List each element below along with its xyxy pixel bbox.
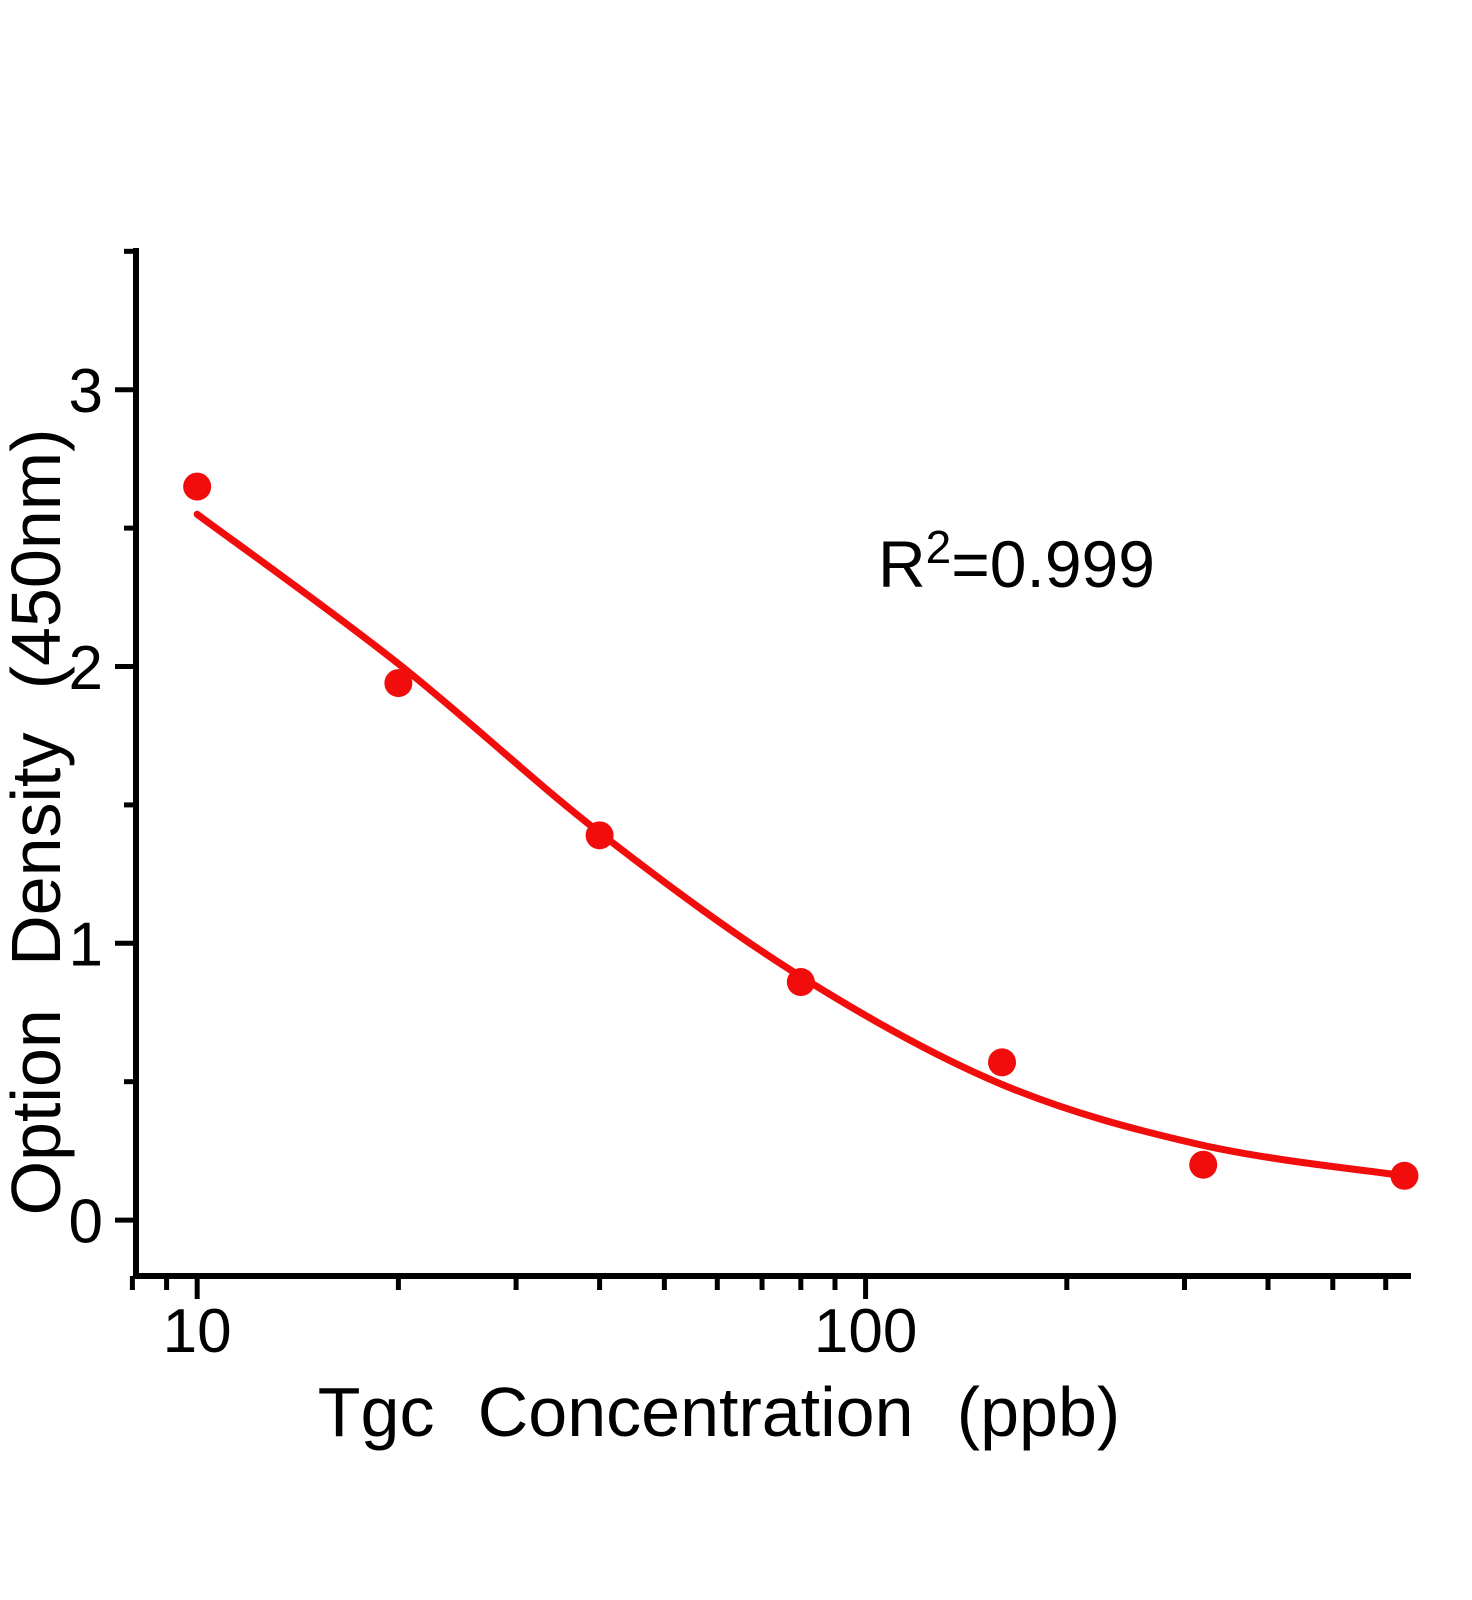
data-point <box>988 1048 1017 1077</box>
y-tick-label: 3 <box>69 357 103 426</box>
y-tick-label: 0 <box>69 1187 103 1256</box>
x-axis-label: Tgc Concentration (ppb) <box>317 1373 1121 1451</box>
y-axis-label: Option Density (450nm) <box>0 428 75 1216</box>
fit-curve <box>193 510 1408 1180</box>
y-tick-label: 2 <box>69 634 103 703</box>
r-squared-value: =0.999 <box>951 527 1155 601</box>
r-squared-superscript: 2 <box>925 521 952 573</box>
r-squared-base: R <box>878 527 926 601</box>
y-tick-label: 1 <box>69 911 103 980</box>
x-tick-label: 10 <box>163 1297 232 1366</box>
data-point <box>183 472 212 501</box>
r-squared-annotation: R2=0.999 <box>878 520 1155 602</box>
data-point <box>384 669 413 698</box>
data-point <box>1189 1150 1218 1179</box>
x-tick-label: 100 <box>814 1297 917 1366</box>
